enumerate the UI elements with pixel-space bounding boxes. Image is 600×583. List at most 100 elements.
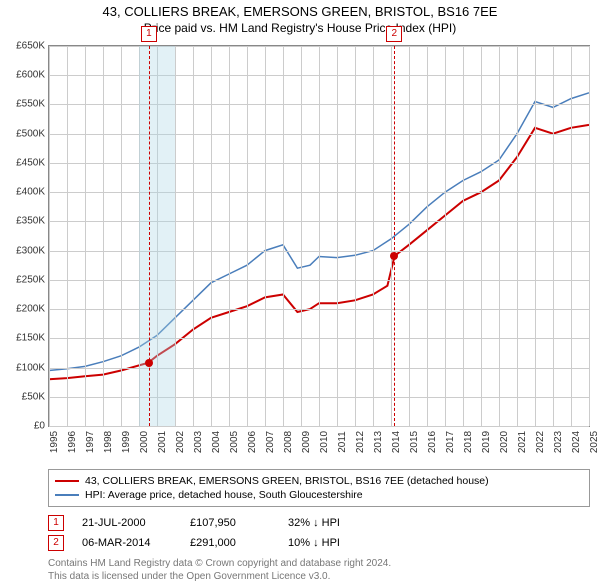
x-axis-label: 2007 <box>265 431 276 453</box>
y-axis-label: £350K <box>16 216 49 227</box>
x-axis-label: 2025 <box>589 431 600 453</box>
sale-delta: 32% ↓ HPI <box>288 517 340 529</box>
x-axis-label: 1999 <box>121 431 132 453</box>
x-axis-label: 2013 <box>373 431 384 453</box>
gridline-v <box>409 46 410 426</box>
x-axis-label: 2002 <box>175 431 186 453</box>
y-axis-label: £300K <box>16 245 49 256</box>
sale-date: 06-MAR-2014 <box>82 537 172 549</box>
x-axis-label: 2011 <box>337 431 348 453</box>
gridline-v <box>265 46 266 426</box>
x-axis-label: 2009 <box>301 431 312 453</box>
gridline-v <box>67 46 68 426</box>
x-axis-label: 2018 <box>463 431 474 453</box>
legend-row: 43, COLLIERS BREAK, EMERSONS GREEN, BRIS… <box>55 474 583 488</box>
title-line1: 43, COLLIERS BREAK, EMERSONS GREEN, BRIS… <box>0 4 600 19</box>
legend-swatch <box>55 494 79 496</box>
gridline-v <box>85 46 86 426</box>
sales-row: 2 06-MAR-2014 £291,000 10% ↓ HPI <box>48 533 590 553</box>
gridline-v <box>373 46 374 426</box>
event-line <box>394 46 395 426</box>
gridline-v <box>49 46 50 426</box>
sales-table: 1 21-JUL-2000 £107,950 32% ↓ HPI 2 06-MA… <box>48 513 590 553</box>
gridline-v <box>103 46 104 426</box>
footer-line2: This data is licensed under the Open Gov… <box>48 570 590 583</box>
y-axis-label: £650K <box>16 41 49 52</box>
x-axis-label: 2005 <box>229 431 240 453</box>
gridline-v <box>589 46 590 426</box>
x-axis-label: 2016 <box>427 431 438 453</box>
x-axis-label: 2008 <box>283 431 294 453</box>
x-axis-label: 1997 <box>85 431 96 453</box>
sale-dot <box>145 359 153 367</box>
x-axis-label: 2019 <box>481 431 492 453</box>
y-axis-label: £0 <box>34 421 49 432</box>
y-axis-label: £550K <box>16 99 49 110</box>
gridline-v <box>517 46 518 426</box>
x-axis-label: 2003 <box>193 431 204 453</box>
x-axis-label: 2022 <box>535 431 546 453</box>
gridline-v <box>121 46 122 426</box>
legend-label: 43, COLLIERS BREAK, EMERSONS GREEN, BRIS… <box>85 475 489 487</box>
x-axis-label: 2012 <box>355 431 366 453</box>
sale-price: £107,950 <box>190 517 270 529</box>
y-axis-label: £500K <box>16 128 49 139</box>
sale-price: £291,000 <box>190 537 270 549</box>
y-axis-label: £200K <box>16 304 49 315</box>
chart-plot-area: £0£50K£100K£150K£200K£250K£300K£350K£400… <box>48 45 590 427</box>
legend-box: 43, COLLIERS BREAK, EMERSONS GREEN, BRIS… <box>48 469 590 507</box>
y-axis-label: £400K <box>16 187 49 198</box>
sales-marker: 1 <box>48 515 64 531</box>
sale-date: 21-JUL-2000 <box>82 517 172 529</box>
sale-delta: 10% ↓ HPI <box>288 537 340 549</box>
x-axis-label: 2004 <box>211 431 222 453</box>
title-line2: Price paid vs. HM Land Registry's House … <box>0 21 600 35</box>
footer: Contains HM Land Registry data © Crown c… <box>48 557 590 583</box>
x-axis-label: 2023 <box>553 431 564 453</box>
gridline-v <box>553 46 554 426</box>
x-axis-label: 2014 <box>391 431 402 453</box>
gridline-v <box>355 46 356 426</box>
gridline-v <box>301 46 302 426</box>
gridline-v <box>283 46 284 426</box>
x-axis-label: 2006 <box>247 431 258 453</box>
event-marker: 2 <box>386 26 402 42</box>
y-axis-label: £600K <box>16 70 49 81</box>
sales-marker: 2 <box>48 535 64 551</box>
gridline-v <box>571 46 572 426</box>
footer-line1: Contains HM Land Registry data © Crown c… <box>48 557 590 570</box>
y-axis-label: £150K <box>16 333 49 344</box>
x-axis-label: 2017 <box>445 431 456 453</box>
x-axis-label: 2015 <box>409 431 420 453</box>
y-axis-label: £100K <box>16 362 49 373</box>
gridline-v <box>193 46 194 426</box>
event-marker: 1 <box>141 26 157 42</box>
gridline-v <box>319 46 320 426</box>
gridline-v <box>337 46 338 426</box>
gridline-v <box>535 46 536 426</box>
gridline-v <box>499 46 500 426</box>
legend-label: HPI: Average price, detached house, Sout… <box>85 489 363 501</box>
legend-swatch <box>55 480 79 482</box>
gridline-v <box>211 46 212 426</box>
x-axis-label: 2024 <box>571 431 582 453</box>
title-area: 43, COLLIERS BREAK, EMERSONS GREEN, BRIS… <box>0 0 600 37</box>
x-axis-label: 2021 <box>517 431 528 453</box>
gridline-v <box>481 46 482 426</box>
gridline-v <box>391 46 392 426</box>
x-axis-label: 1996 <box>67 431 78 453</box>
x-axis-label: 2020 <box>499 431 510 453</box>
sales-row: 1 21-JUL-2000 £107,950 32% ↓ HPI <box>48 513 590 533</box>
gridline-v <box>427 46 428 426</box>
x-axis-label: 1995 <box>49 431 60 453</box>
y-axis-label: £50K <box>22 391 49 402</box>
shade-band <box>139 46 175 426</box>
x-axis-label: 1998 <box>103 431 114 453</box>
gridline-v <box>463 46 464 426</box>
gridline-v <box>175 46 176 426</box>
gridline-v <box>229 46 230 426</box>
event-line <box>149 46 150 426</box>
gridline-v <box>445 46 446 426</box>
x-axis-label: 2010 <box>319 431 330 453</box>
x-axis-label: 2001 <box>157 431 168 453</box>
